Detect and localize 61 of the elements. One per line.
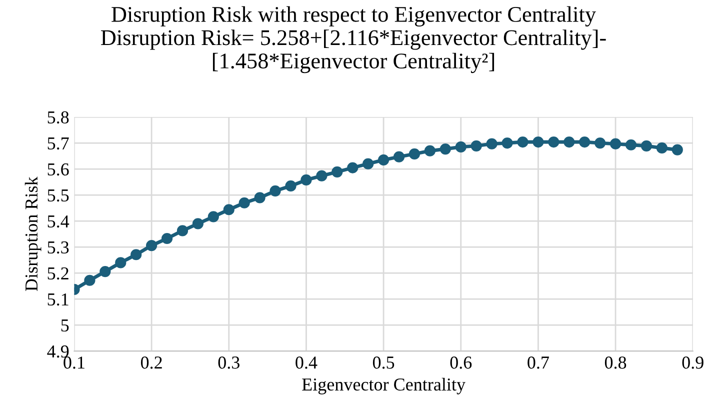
- point: [100, 266, 111, 278]
- point: [656, 142, 668, 154]
- y-tick-label: 5.4: [48, 215, 70, 228]
- x-tick-label: 0.1: [64, 356, 84, 369]
- y-tick-label: 5.2: [48, 267, 68, 280]
- point: [486, 138, 498, 150]
- point: [625, 139, 637, 150]
- y-tick-label: 5.7: [48, 137, 69, 150]
- y-tick-label: 5.5: [48, 190, 69, 202]
- point: [223, 204, 234, 216]
- point: [470, 140, 482, 152]
- point: [238, 197, 250, 208]
- point: [548, 136, 560, 148]
- point: [610, 138, 622, 150]
- x-tick-label: 0.7: [528, 356, 549, 369]
- y-tick-label: 5.6: [48, 163, 69, 176]
- x-axis-title: Eigenvector Centrality: [302, 378, 466, 394]
- point: [440, 143, 451, 155]
- point: [408, 148, 420, 160]
- point: [455, 141, 466, 153]
- point: [316, 170, 328, 182]
- point: [192, 218, 204, 230]
- point: [640, 140, 652, 152]
- y-tick-label: 4.9: [47, 345, 69, 358]
- point: [161, 232, 173, 244]
- point: [502, 137, 513, 149]
- x-tick-label: 0.3: [218, 356, 240, 369]
- y-axis-title: Disruption Risk: [24, 176, 42, 291]
- point: [270, 185, 281, 196]
- x-tick-label: 0.4: [296, 356, 318, 369]
- x-tick-label: 0.2: [140, 356, 162, 369]
- y-tick-label: 5.8: [48, 111, 69, 124]
- point: [672, 144, 683, 156]
- point: [300, 174, 312, 186]
- point: [254, 192, 266, 204]
- x-tick-label: 0.5: [372, 356, 394, 369]
- y-tick-label: 5.3: [48, 241, 69, 254]
- x-tick-label: 0.8: [604, 356, 626, 369]
- point: [362, 158, 374, 170]
- point: [130, 249, 142, 260]
- x-tick-label: 0.6: [450, 356, 472, 369]
- point: [594, 137, 606, 149]
- x-tick-label: 0.9: [682, 356, 704, 369]
- point: [84, 274, 96, 286]
- y-tick-label: 5: [61, 320, 69, 332]
- y-tick-label: 5.1: [48, 293, 68, 306]
- point: [564, 136, 575, 148]
- point: [424, 145, 436, 156]
- point: [176, 225, 188, 236]
- point: [115, 257, 126, 268]
- point: [332, 166, 343, 178]
- point: [208, 211, 219, 222]
- point: [517, 136, 528, 148]
- point: [378, 154, 390, 166]
- point: [532, 136, 544, 148]
- point: [579, 136, 590, 148]
- point: [146, 240, 158, 252]
- point: [347, 162, 358, 174]
- point: [393, 151, 405, 162]
- chart-title: Disruption Risk with respect to Eigenvector Centrality Disruption Risk= 5.258+[2.116*Eigenvector Centrality]- [1.458*Eigenvector Centrality²]: [101, 6, 606, 74]
- point: [285, 180, 296, 192]
